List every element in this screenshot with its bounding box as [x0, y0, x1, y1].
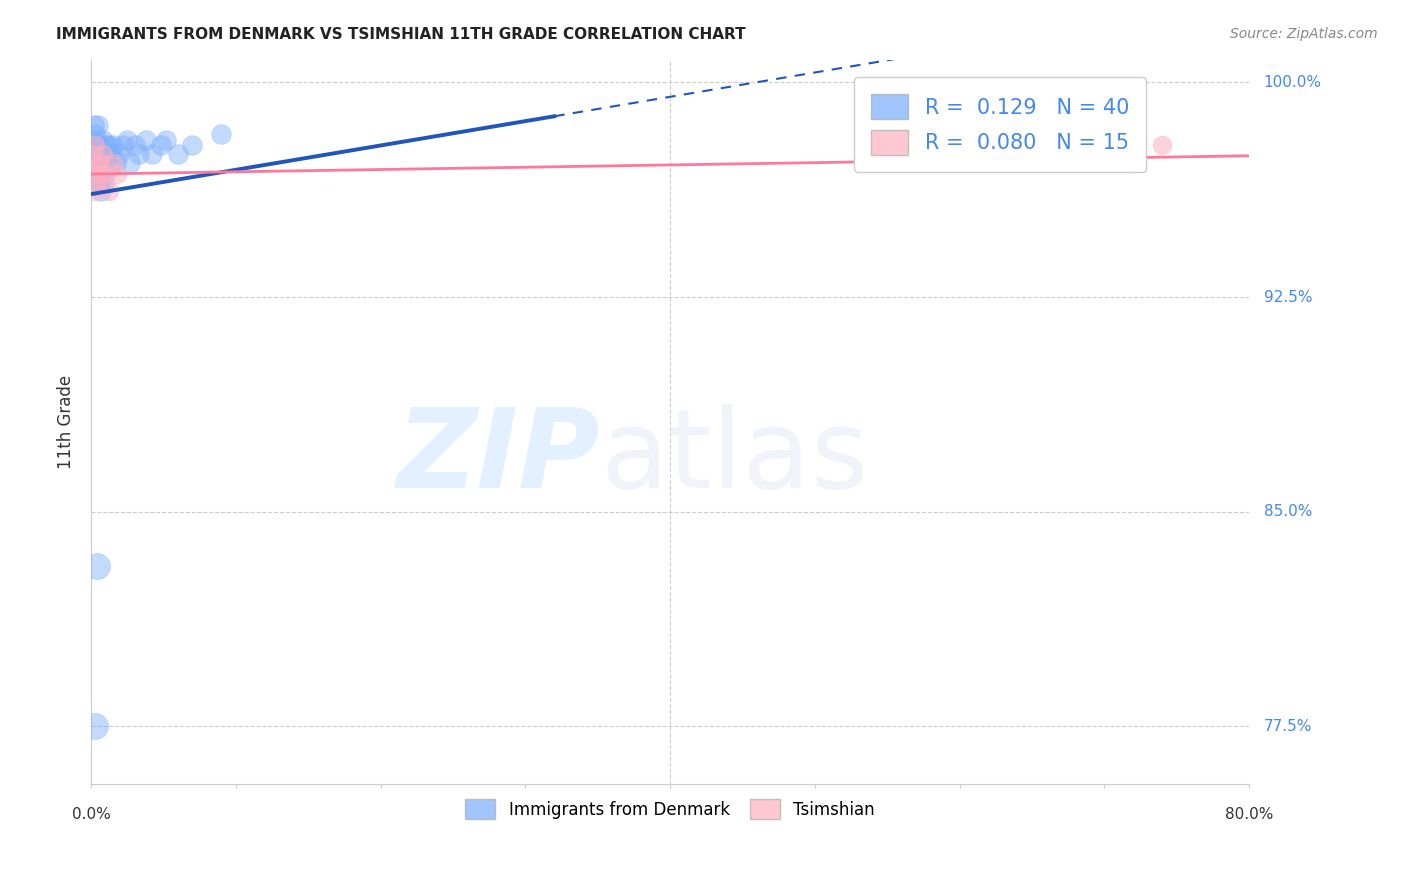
Point — [84, 184, 107, 198]
Point — [86, 155, 108, 169]
Point — [107, 147, 129, 161]
Point — [84, 127, 107, 141]
Point — [84, 155, 107, 169]
Point — [82, 147, 104, 161]
Text: 92.5%: 92.5% — [1264, 290, 1312, 305]
Text: 100.0%: 100.0% — [1264, 75, 1322, 90]
Point — [101, 138, 124, 153]
Point — [1152, 138, 1174, 153]
Point — [83, 119, 105, 133]
Text: IMMIGRANTS FROM DENMARK VS TSIMSHIAN 11TH GRADE CORRELATION CHART: IMMIGRANTS FROM DENMARK VS TSIMSHIAN 11T… — [56, 27, 745, 42]
Point — [94, 138, 117, 153]
Point — [93, 147, 115, 161]
Point — [94, 167, 117, 181]
Point — [89, 176, 111, 190]
Text: ZIP: ZIP — [396, 404, 600, 511]
Text: 77.5%: 77.5% — [1264, 719, 1312, 734]
Point — [94, 161, 117, 176]
Point — [1122, 155, 1144, 169]
Point — [98, 161, 121, 176]
Point — [87, 167, 110, 181]
Point — [83, 138, 105, 153]
Point — [155, 133, 177, 147]
Point — [90, 167, 112, 181]
Point — [96, 147, 118, 161]
Text: 0.0%: 0.0% — [72, 806, 111, 822]
Point — [117, 133, 139, 147]
Text: atlas: atlas — [600, 404, 869, 511]
Legend: Immigrants from Denmark, Tsimshian: Immigrants from Denmark, Tsimshian — [458, 792, 882, 826]
Point — [105, 167, 128, 181]
Point — [93, 176, 115, 190]
Y-axis label: 11th Grade: 11th Grade — [58, 375, 75, 468]
Point — [91, 133, 114, 147]
Point — [89, 138, 111, 153]
Point — [89, 155, 111, 169]
Point — [149, 138, 172, 153]
Point — [97, 184, 120, 198]
Point — [86, 138, 108, 153]
Text: 80.0%: 80.0% — [1225, 806, 1274, 822]
Point — [101, 155, 124, 169]
Point — [135, 133, 157, 147]
Point — [86, 176, 108, 190]
Point — [83, 167, 105, 181]
Point — [120, 155, 142, 169]
Point — [87, 176, 110, 190]
Point — [100, 147, 122, 161]
Point — [84, 719, 107, 733]
Point — [111, 138, 134, 153]
Point — [91, 147, 114, 161]
Text: 85.0%: 85.0% — [1264, 504, 1312, 519]
Point — [124, 138, 146, 153]
Point — [209, 127, 232, 141]
Point — [90, 147, 112, 161]
Point — [90, 184, 112, 198]
Point — [97, 138, 120, 153]
Point — [181, 138, 204, 153]
Point — [104, 155, 127, 169]
Point — [141, 147, 163, 161]
Point — [86, 559, 108, 574]
Point — [84, 133, 107, 147]
Point — [84, 138, 107, 153]
Point — [87, 144, 110, 158]
Point — [91, 155, 114, 169]
Point — [128, 147, 150, 161]
Point — [87, 119, 110, 133]
Point — [82, 147, 104, 161]
Text: Source: ZipAtlas.com: Source: ZipAtlas.com — [1230, 27, 1378, 41]
Point — [167, 147, 190, 161]
